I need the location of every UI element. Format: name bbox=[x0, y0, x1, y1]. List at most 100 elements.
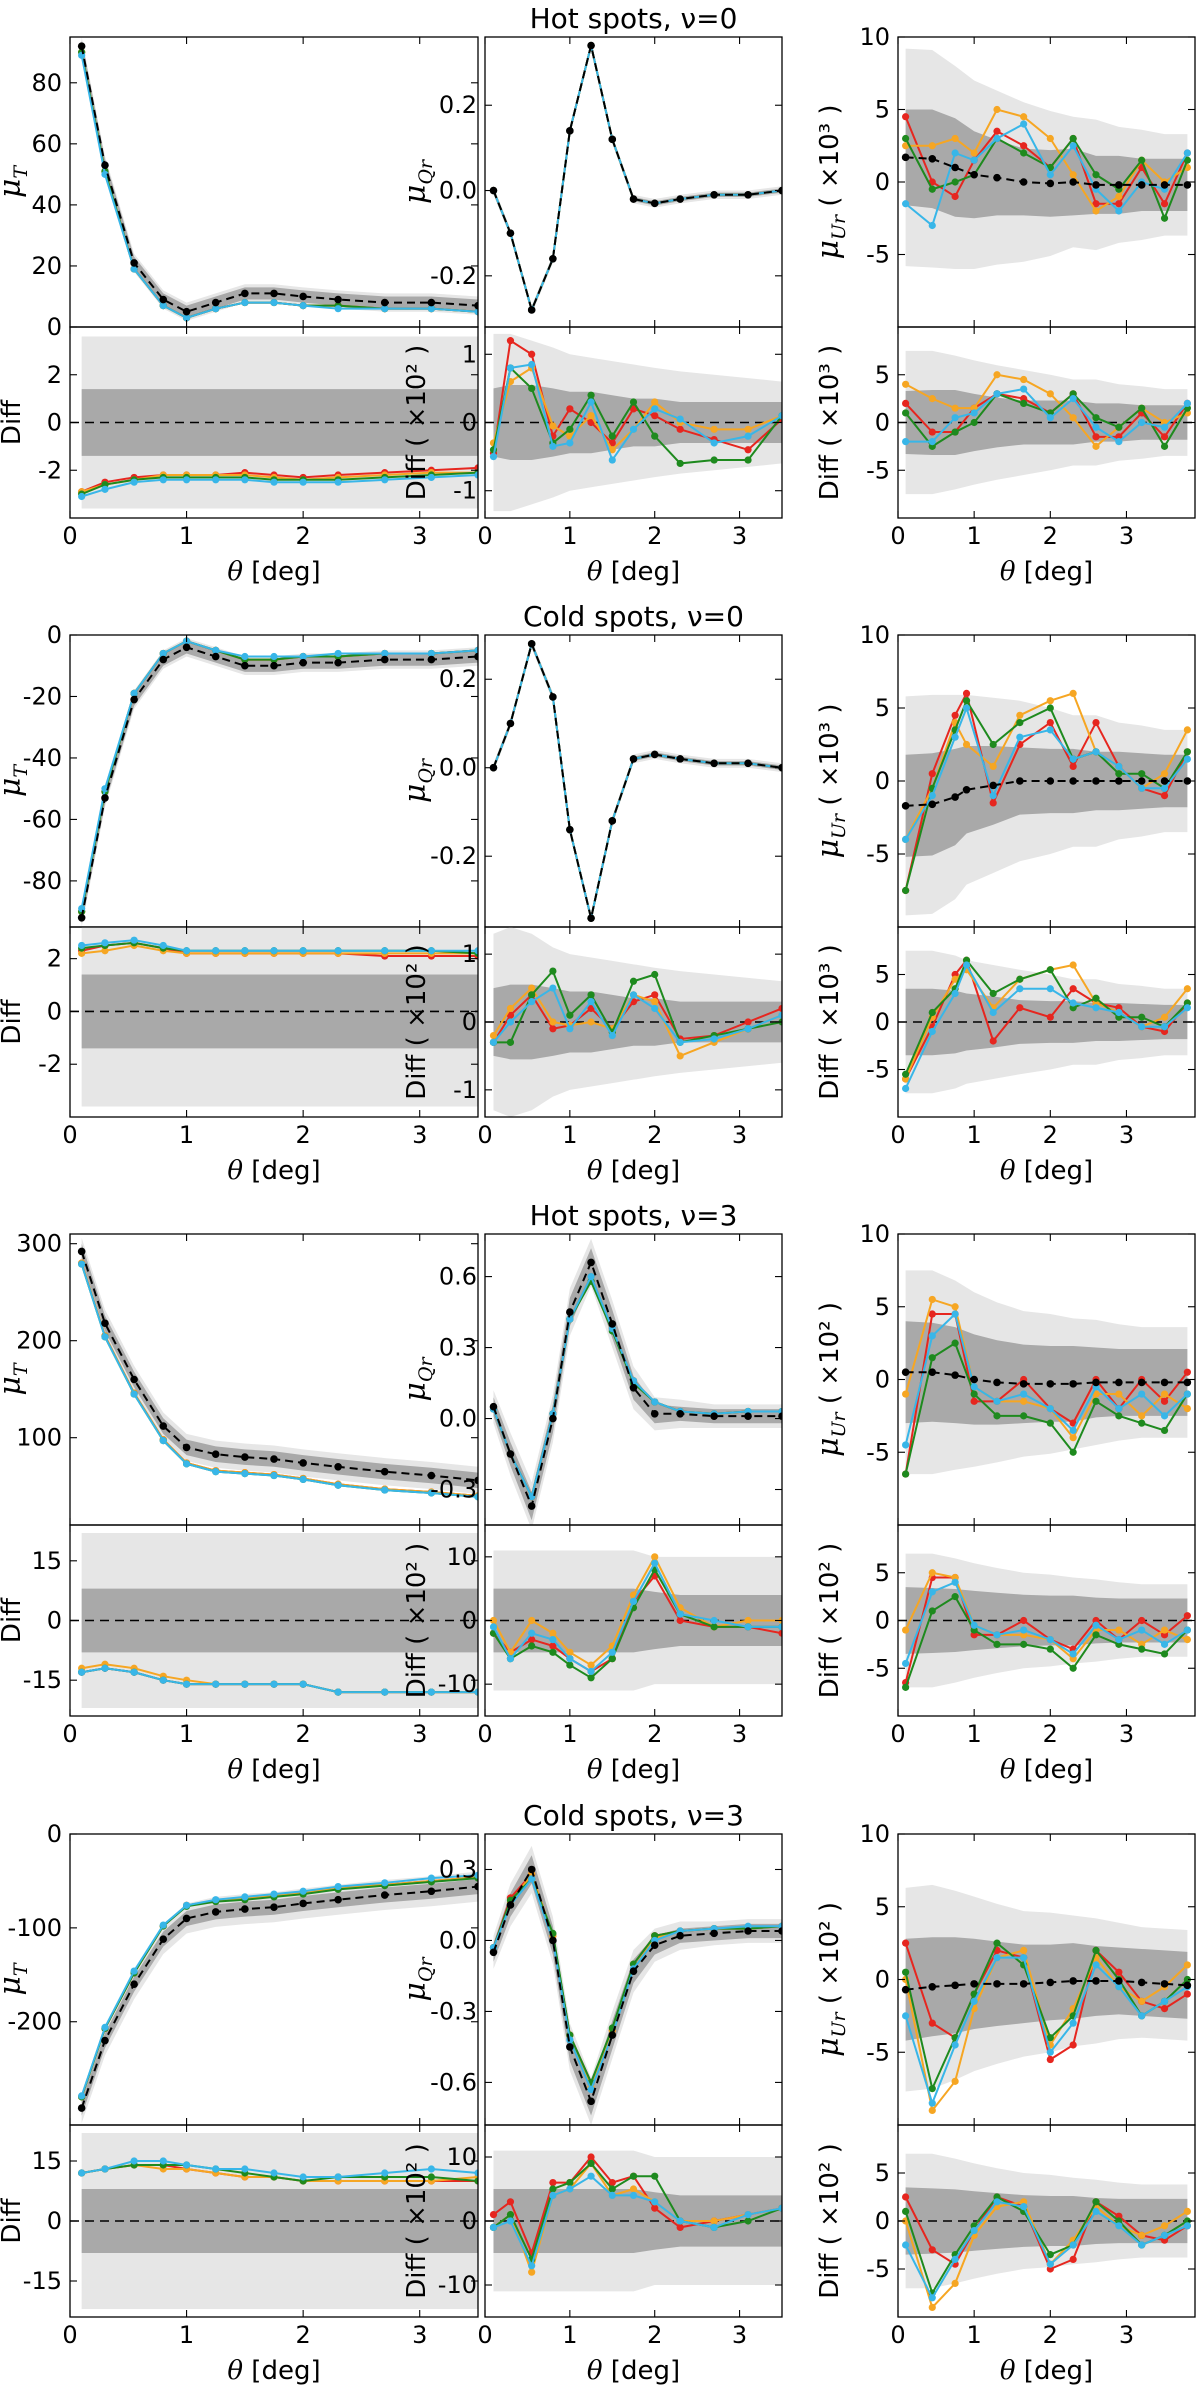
b3-Q-series-cyan-point bbox=[566, 1315, 574, 1323]
b2-Q_diff-series-red-point bbox=[587, 1004, 595, 1013]
b2-Q_diff-series-red-point bbox=[549, 1025, 557, 1033]
b2-Q_diff-ytick-label: 1 bbox=[462, 940, 477, 968]
b3-U-mean-point bbox=[1046, 1380, 1055, 1388]
b1-U_diff-series-cyan-point bbox=[993, 390, 1001, 398]
svg-text:μUr ( ×10² ): μUr ( ×10² ) bbox=[811, 1302, 850, 1457]
b4-U_diff-series-cyan-point bbox=[1160, 2231, 1169, 2239]
b3-T_diff-series-cyan-point bbox=[78, 1668, 86, 1676]
b2-U-mean-point bbox=[1115, 777, 1123, 785]
b3-U-mean-point bbox=[1092, 1378, 1100, 1387]
b1-Q_diff-series-cyan-point bbox=[587, 398, 595, 406]
b1-Q-ytick-label: 0.2 bbox=[439, 91, 477, 119]
b2-Q_diff-series-cyan-point bbox=[489, 1038, 498, 1046]
b3-T-mean-point bbox=[159, 1422, 168, 1430]
b1-U-series-cyan-point bbox=[902, 200, 910, 208]
b4-Q-mean-point bbox=[608, 2031, 617, 2039]
b4-T-series-cyan-point bbox=[212, 1896, 220, 1904]
b3-Q-mean-point bbox=[587, 1258, 595, 1267]
b2-T-ytick-label: -80 bbox=[23, 867, 62, 895]
b3-U_diff-series-orange-point bbox=[902, 1626, 910, 1634]
b1-T-mean-point bbox=[101, 161, 109, 170]
svg-text:Diff ( ×10² ): Diff ( ×10² ) bbox=[402, 944, 432, 1100]
b2-U-series-cyan-point bbox=[1046, 726, 1054, 734]
b3-U_diff-series-cyan-point bbox=[993, 1631, 1001, 1639]
svg-text:Diff ( ×10² ): Diff ( ×10² ) bbox=[402, 2143, 432, 2299]
b1-Q_diff-series-red-point bbox=[506, 337, 515, 345]
b2-U_diff-series-green-point bbox=[1046, 966, 1054, 974]
b1-U-mean-point bbox=[928, 155, 937, 163]
b2-U_diff-series-cyan-point bbox=[1160, 1023, 1169, 1031]
b3-T-mean-point bbox=[101, 1319, 109, 1328]
b4-U-mean-point bbox=[1183, 1981, 1192, 1990]
b3-Q_diff-series-red-point bbox=[549, 1642, 557, 1650]
b2-Q-plot-area bbox=[489, 639, 782, 923]
b1-U-ytick-label: 10 bbox=[859, 23, 890, 51]
b3-Q_diff-ytick-label: 10 bbox=[446, 1543, 477, 1571]
b2-Q_diff-series-cyan-point bbox=[676, 1038, 684, 1046]
b2-U_diff-ylabel: Diff ( ×10³ ) bbox=[815, 944, 845, 1100]
b2-U-series-green-point bbox=[1046, 704, 1054, 712]
b2-U-mean-point bbox=[1069, 777, 1077, 785]
block-3-panel-Q: -0.3 0.0 0.3 0.6 bbox=[430, 1233, 783, 1526]
b4-T-plot-area bbox=[77, 1871, 478, 2124]
b2-Q-ytick-label: 0.0 bbox=[439, 754, 477, 782]
svg-text:Diff: Diff bbox=[0, 1597, 27, 1643]
b4-Q_diff-series-cyan-point bbox=[566, 2185, 574, 2193]
b1-Q_diff-series-red-point bbox=[629, 405, 638, 413]
block-2-panel-T_diff: -2 0 2 0 1 2 3 bbox=[38, 926, 479, 1149]
b4-T_diff-series-cyan-point bbox=[270, 2169, 278, 2177]
b2-U_diff-series-red-point bbox=[1016, 1004, 1024, 1012]
b1-Q_diff-series-cyan-point bbox=[676, 415, 684, 423]
b4-U-series-cyan-point bbox=[1138, 2012, 1146, 2020]
b2-T_diff-plot-area bbox=[70, 927, 478, 1107]
b4-Q_diff-series-cyan-point bbox=[587, 2172, 595, 2180]
b1-Q_diff-series-cyan-point bbox=[629, 425, 638, 433]
b4-Q-mean-point bbox=[676, 1931, 684, 1940]
b2-Q_diff-series-cyan-point bbox=[629, 991, 638, 999]
b2-U_diff-xtick-label: 1 bbox=[967, 1121, 982, 1149]
b1-T_diff-xtick-label: 1 bbox=[179, 522, 194, 550]
b4-T-series-cyan-point bbox=[334, 1882, 342, 1891]
b3-T_diff-series-cyan-point bbox=[381, 1688, 389, 1696]
b3-T-series-cyan-point bbox=[159, 1437, 167, 1445]
b2-T-mean-point bbox=[427, 655, 436, 664]
b1-U_diff-series-green-point bbox=[1092, 414, 1100, 422]
block-2-panel-T: -80 -60 -40 -20 0 bbox=[23, 621, 479, 928]
b2-Q-mean-point bbox=[650, 750, 659, 759]
b4-T-mean-point bbox=[130, 1980, 138, 1988]
b3-U_diff-series-orange-point bbox=[1160, 1626, 1169, 1634]
b2-T-ytick-label: -20 bbox=[23, 682, 62, 710]
b4-U_diff-series-red-point bbox=[902, 2193, 910, 2201]
b1-T-ytick-label: 0 bbox=[47, 313, 62, 341]
b4-U-series-orange-point bbox=[951, 2077, 959, 2085]
b3-U_diff-series-green-point bbox=[902, 1683, 910, 1691]
chart-block-2-title: Cold spots, ν=0 bbox=[523, 600, 744, 633]
b3-U_diff-series-red-point bbox=[1183, 1612, 1191, 1620]
b4-T-mean-point bbox=[159, 1935, 168, 1943]
b4-Q_diff-series-green-point bbox=[549, 2185, 557, 2193]
b3-T-band-outer bbox=[81, 1237, 478, 1494]
b4-Q_diff-series-green-point bbox=[566, 2179, 574, 2187]
b3-T-series-cyan-point bbox=[101, 1333, 109, 1341]
b4-Q-mean-point bbox=[527, 1865, 536, 1874]
b2-U-series-orange-point bbox=[962, 740, 971, 749]
b1-U_diff-xlabel: θ [deg] bbox=[1000, 557, 1093, 587]
b2-Q_diff-ylabel: Diff ( ×10² ) bbox=[402, 944, 432, 1100]
b2-Q_diff-series-orange-point bbox=[651, 998, 659, 1006]
b3-Q_diff-ylabel: Diff ( ×10² ) bbox=[402, 1543, 432, 1699]
b4-Q_diff-series-cyan-point bbox=[506, 2217, 515, 2225]
b1-Q-ylabel: μQr bbox=[398, 158, 437, 204]
b3-T-series-cyan-point bbox=[474, 1493, 478, 1501]
b1-Q_diff-series-cyan-point bbox=[528, 360, 536, 369]
b3-T_diff-ylabel: Diff bbox=[0, 1597, 27, 1643]
svg-text:μUr ( ×10³ ): μUr ( ×10³ ) bbox=[811, 105, 850, 260]
b1-U-series-green-point bbox=[1138, 156, 1146, 164]
b3-Q_diff-series-green-point bbox=[710, 1623, 718, 1631]
b3-U_diff-ytick-label: -5 bbox=[866, 1654, 890, 1682]
b2-U_diff-series-cyan-point bbox=[989, 1008, 997, 1017]
b2-Q_diff-series-green-point bbox=[549, 967, 557, 975]
b2-U-series-green-point bbox=[1138, 770, 1146, 778]
b4-Q_diff-series-cyan-point bbox=[489, 2223, 498, 2231]
b1-Q_diff-xtick-label: 3 bbox=[732, 522, 747, 550]
